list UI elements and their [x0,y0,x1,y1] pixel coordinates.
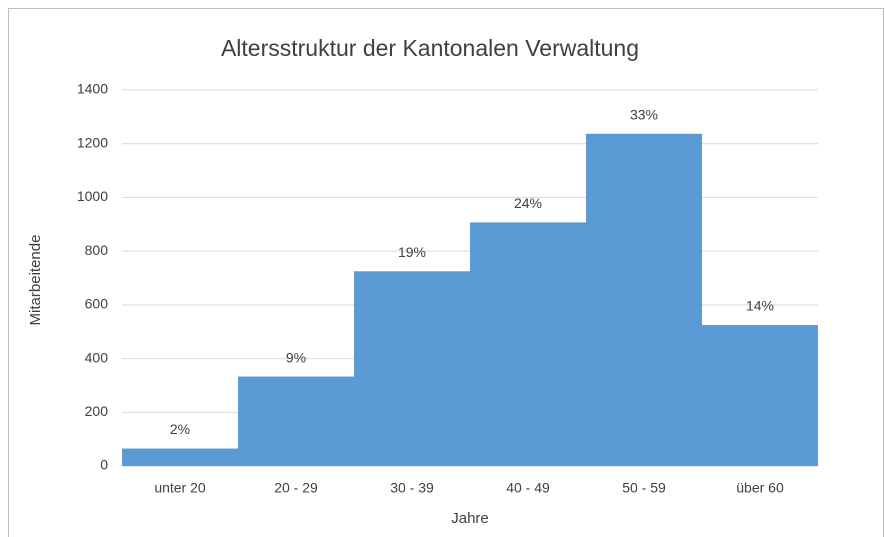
chart-title: Altersstruktur der Kantonalen Verwaltung [221,35,639,61]
data-label: 24% [514,195,542,211]
y-tick-label: 400 [85,349,109,365]
x-tick-label: 50 - 59 [622,480,666,496]
y-tick-label: 200 [85,403,109,419]
x-tick-label: unter 20 [154,480,206,496]
bar [354,271,470,466]
y-tick-label: 1400 [77,81,108,97]
data-label: 33% [630,106,658,122]
data-label: 9% [286,349,306,365]
x-axis-title: Jahre [451,510,489,527]
bar [702,325,818,466]
x-tick-label: 40 - 49 [506,480,550,496]
bar [586,133,702,466]
bar [238,376,354,466]
x-tick-label: über 60 [736,480,784,496]
data-label: 2% [170,421,190,437]
data-label: 14% [746,298,774,314]
x-tick-label: 30 - 39 [390,480,434,496]
x-tick-label: 20 - 29 [274,480,318,496]
y-tick-label: 1200 [77,134,108,150]
data-label: 19% [398,244,426,260]
y-tick-label: 600 [85,296,109,312]
bar [470,222,586,466]
y-tick-label: 1000 [77,188,108,204]
y-axis-title: Mitarbeitende [27,235,44,326]
y-tick-label: 800 [85,242,109,258]
y-tick-label: 0 [100,457,108,473]
bar [122,448,238,466]
